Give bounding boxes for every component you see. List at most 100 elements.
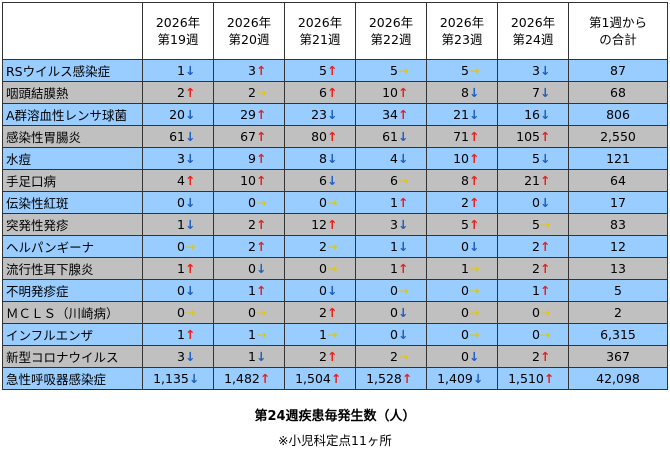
count-value: 29 [240, 107, 256, 122]
weekly-count: 0→ [213, 301, 285, 324]
weekly-count: 4↑ [142, 169, 214, 192]
trend-arrow: ↑ [398, 195, 409, 210]
weekly-count: 1↓ [142, 213, 214, 236]
count-value: 5 [532, 217, 540, 232]
trend-arrow: ↑ [327, 217, 338, 232]
trend-arrow: → [540, 305, 551, 320]
total-count: 5 [568, 279, 668, 302]
weekly-count: 10↑ [213, 169, 285, 192]
header-line: 第19週 [157, 32, 199, 47]
weekly-count: 12↑ [284, 213, 356, 236]
count-value: 1 [390, 261, 398, 276]
count-value: 5 [532, 151, 540, 166]
count-value: 2 [248, 217, 256, 232]
count-value: 2 [532, 239, 540, 254]
header-cell: 2026年 第22週 [355, 2, 427, 60]
trend-arrow: ↓ [327, 107, 338, 122]
header-line: 2026年 [368, 15, 414, 30]
weekly-count: 1↑ [497, 279, 569, 302]
trend-arrow: ↑ [540, 261, 551, 276]
weekly-count: 2↑ [497, 235, 569, 258]
weekly-count: 8↓ [284, 147, 356, 170]
weekly-count: 2↑ [213, 213, 285, 236]
trend-arrow: ↓ [469, 349, 480, 364]
weekly-count: 2→ [284, 235, 356, 258]
weekly-count: 0→ [355, 279, 427, 302]
count-value: 2 [248, 239, 256, 254]
header-line: 第20週 [228, 32, 270, 47]
table-row: 感染性胃腸炎 61↓ 67↑ 80↑ 61↓ 71↑ 105↑ 2,550 [2, 125, 668, 148]
count-value: 1 [390, 239, 398, 254]
trend-arrow: → [398, 283, 409, 298]
trend-arrow: ↓ [540, 85, 551, 100]
table-row: インフルエンザ 1↑ 1→ 1→ 0↓ 0→ 0→ 6,315 [2, 323, 668, 346]
table-row: RSウイルス感染症 1↓ 3↑ 5↑ 5→ 5→ 3↓ 87 [2, 59, 668, 82]
weekly-count: 16↓ [497, 103, 569, 126]
count-value: 1,135 [153, 371, 189, 386]
count-value: 3 [248, 63, 256, 78]
weekly-count: 23↓ [284, 103, 356, 126]
weekly-count: 5↓ [497, 147, 569, 170]
weekly-count: 7↓ [497, 81, 569, 104]
trend-arrow: ↑ [398, 261, 409, 276]
weekly-count: 4↓ [355, 147, 427, 170]
weekly-count: 5→ [497, 213, 569, 236]
count-value: 6 [390, 173, 398, 188]
weekly-count: 1,510↑ [497, 367, 569, 390]
weekly-count: 67↑ [213, 125, 285, 148]
count-value: 3 [177, 151, 185, 166]
weekly-count: 2↑ [426, 191, 498, 214]
count-value: 2 [177, 85, 185, 100]
count-value: 8 [461, 173, 469, 188]
weekly-count: 10↑ [426, 147, 498, 170]
disease-table: 2026年 第19週 2026年 第20週 2026年 第21週 2026年 第22週 2026… [2, 2, 668, 390]
table-row: 手足口病 4↑ 10↑ 6↓ 6→ 8↑ 21↑ 64 [2, 169, 668, 192]
total-count: 87 [568, 59, 668, 82]
count-value: 12 [311, 217, 327, 232]
weekly-count: 21↑ [497, 169, 569, 192]
table-row: ヘルパンギーナ 0→ 2↑ 2→ 1↓ 0↓ 2↑ 12 [2, 235, 668, 258]
trend-arrow: ↑ [256, 283, 267, 298]
weekly-count: 1→ [426, 257, 498, 280]
trend-arrow: ↓ [185, 107, 196, 122]
count-value: 0 [532, 195, 540, 210]
weekly-count: 105↑ [497, 125, 569, 148]
disease-name: A群溶血性レンサ球菌 [2, 103, 143, 126]
footer-note: ※小児科定点11ヶ所 [278, 433, 392, 448]
trend-arrow: ↓ [185, 63, 196, 78]
weekly-count: 0↓ [355, 323, 427, 346]
table-row: 不明発疹症 0↓ 1↑ 0↓ 0→ 0→ 1↑ 5 [2, 279, 668, 302]
weekly-count: 1,409↓ [426, 367, 498, 390]
trend-arrow: → [327, 261, 338, 276]
total-count: 17 [568, 191, 668, 214]
weekly-count: 1,528↑ [355, 367, 427, 390]
header-cell: 2026年第19週 [142, 2, 214, 60]
count-value: 0 [461, 283, 469, 298]
count-value: 5 [461, 217, 469, 232]
count-value: 0 [532, 327, 540, 342]
disease-name: RSウイルス感染症 [2, 59, 143, 82]
count-value: 61 [169, 129, 185, 144]
count-value: 1,504 [295, 371, 331, 386]
trend-arrow: ↑ [469, 195, 480, 210]
disease-name: ヘルパンギーナ [2, 235, 143, 258]
count-value: 0 [390, 283, 398, 298]
total-count: 12 [568, 235, 668, 258]
total-count: 68 [568, 81, 668, 104]
count-value: 5 [461, 63, 469, 78]
trend-arrow: ↑ [469, 173, 480, 188]
weekly-count: 80↑ [284, 125, 356, 148]
corner-cell [2, 2, 143, 60]
count-value: 7 [532, 85, 540, 100]
count-value: 6 [319, 173, 327, 188]
trend-arrow: ↑ [327, 305, 338, 320]
trend-arrow: ↓ [398, 217, 409, 232]
weekly-count: 3↓ [142, 345, 214, 368]
trend-arrow: → [469, 63, 480, 78]
weekly-count: 6→ [355, 169, 427, 192]
count-value: 1 [319, 327, 327, 342]
total-count: 13 [568, 257, 668, 280]
header-line: 2026年 [155, 15, 201, 30]
count-value: 8 [461, 85, 469, 100]
weekly-count: 6↓ [284, 169, 356, 192]
